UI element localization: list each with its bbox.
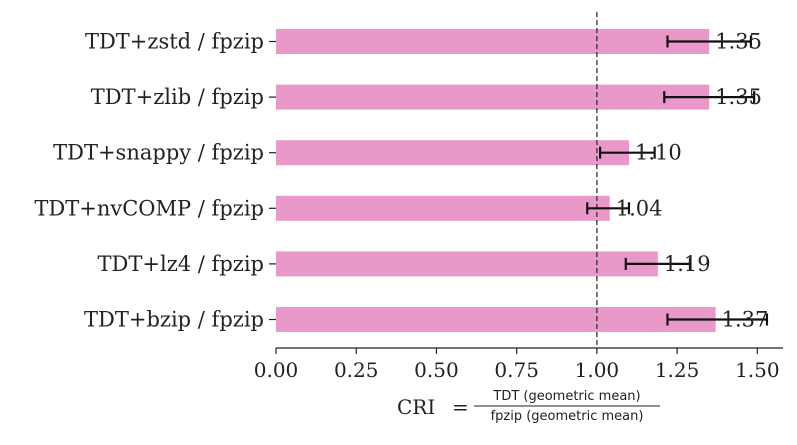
bar — [276, 84, 710, 110]
x-axis: 0.00 0.25 0.50 0.75 1.00 1.25 1.50 — [254, 347, 783, 382]
bar — [276, 251, 658, 277]
x-axis-label-equals: = — [452, 395, 469, 419]
bar — [276, 140, 629, 166]
bar — [276, 307, 716, 332]
bar — [276, 29, 710, 54]
value-label: 1.37 — [722, 308, 769, 332]
value-label: 1.10 — [635, 141, 682, 165]
x-tick-label: 1.00 — [575, 358, 620, 382]
category-labels-layer: TDT+zstd / fpzip TDT+zlib / fpzip TDT+snap… — [34, 30, 276, 332]
category-label: TDT+zstd / fpzip — [85, 30, 264, 54]
value-label: 1.04 — [616, 196, 663, 220]
x-axis-label-denominator: fpzip (geometric mean) — [491, 409, 644, 424]
x-axis-label: CRI = TDT (geometric mean) fpzip (geomet… — [397, 389, 660, 424]
category-label: TDT+nvCOMP / fpzip — [34, 196, 264, 220]
x-tick-label: 0.25 — [334, 358, 379, 382]
value-label: 1.19 — [664, 252, 711, 276]
x-axis-label-numerator: TDT (geometric mean) — [492, 389, 640, 404]
category-label: TDT+zlib / fpzip — [91, 85, 264, 109]
bars-layer — [276, 29, 716, 332]
x-axis-label-prefix: CRI — [397, 395, 435, 419]
category-label: TDT+lz4 / fpzip — [98, 252, 264, 276]
value-labels-layer: 1.35 1.35 1.10 1.04 1.19 1.37 — [616, 30, 769, 332]
x-tick-label: 1.50 — [735, 358, 780, 382]
x-tick-label: 0.50 — [414, 358, 459, 382]
bar — [276, 195, 610, 221]
value-label: 1.35 — [715, 85, 762, 109]
x-tick-label: 1.25 — [655, 358, 700, 382]
category-label: TDT+bzip / fpzip — [84, 308, 264, 332]
x-tick-label: 0.75 — [494, 358, 539, 382]
x-tick-label: 0.00 — [254, 358, 299, 382]
value-label: 1.35 — [715, 30, 762, 54]
category-label: TDT+snappy / fpzip — [53, 141, 264, 165]
error-bars-layer — [586, 35, 769, 326]
